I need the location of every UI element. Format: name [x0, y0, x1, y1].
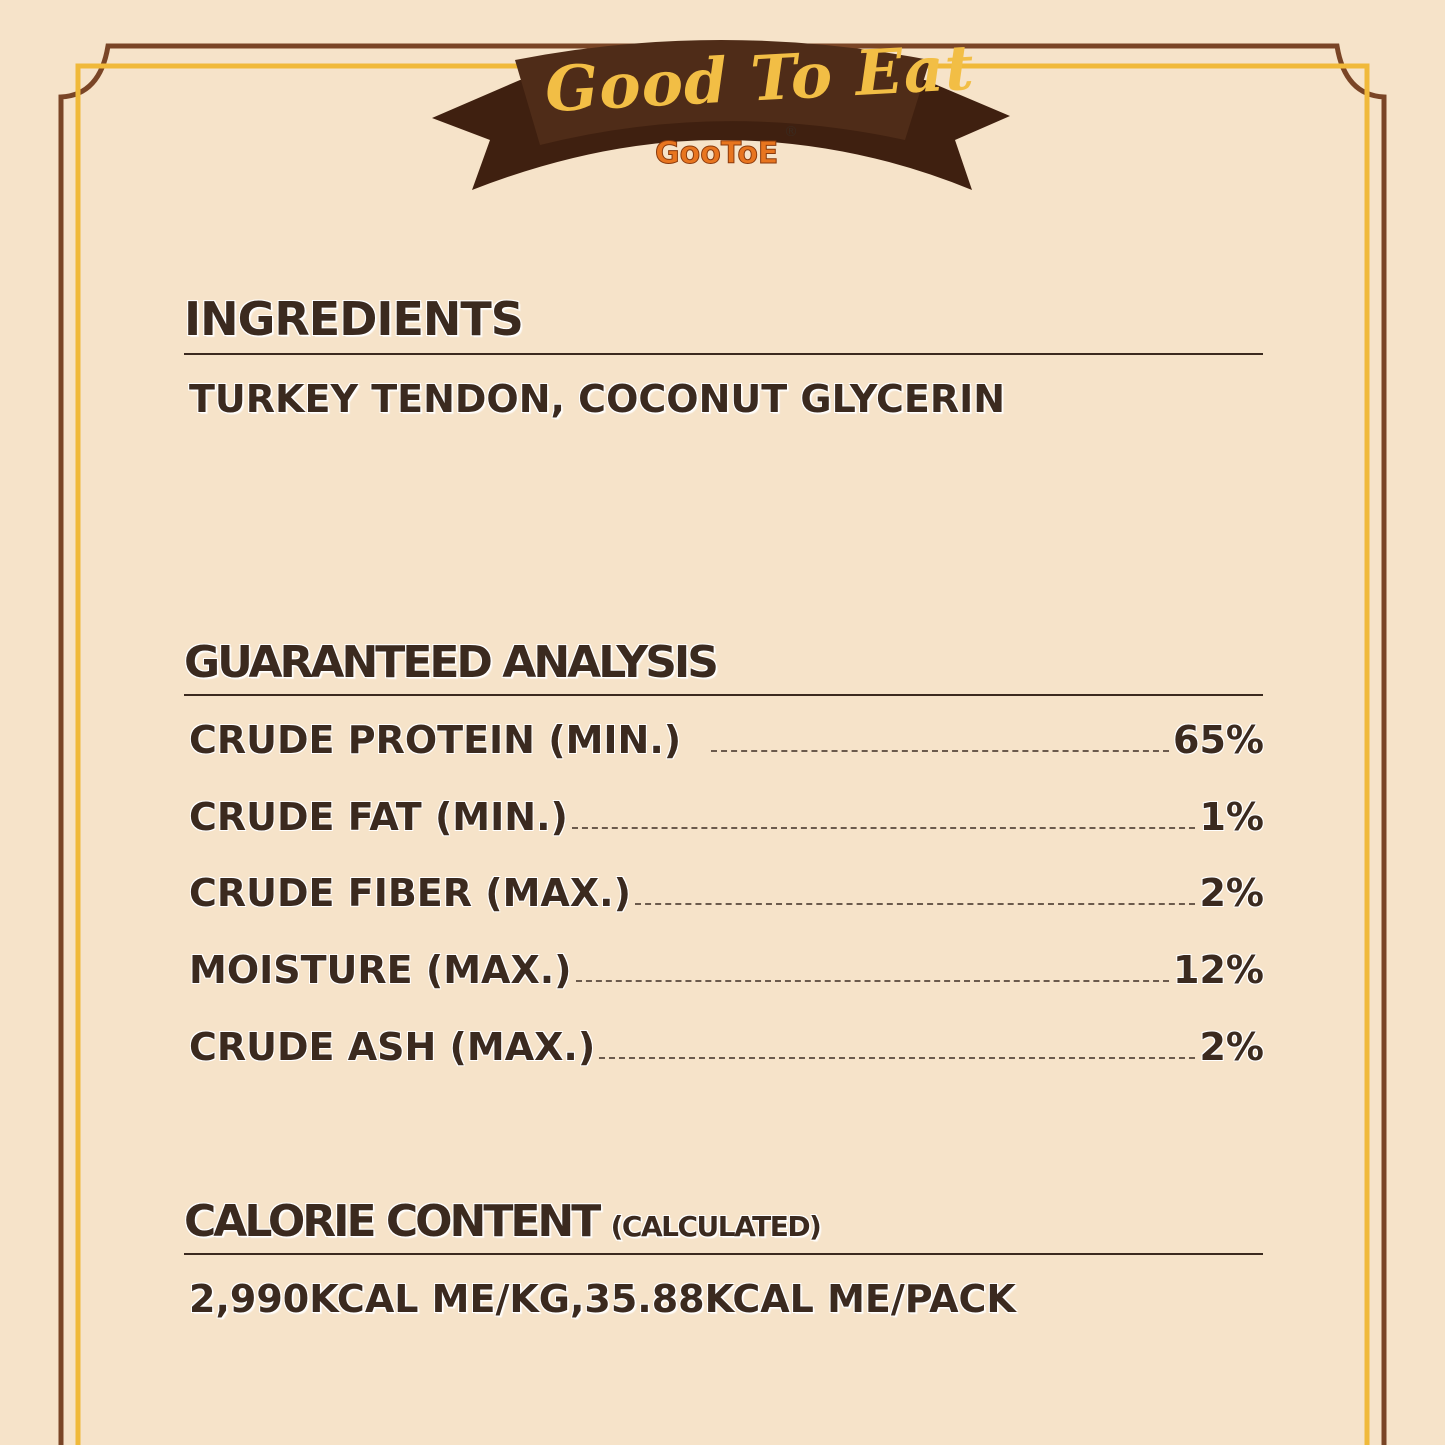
analysis-heading: GUARANTEED ANALYSIS — [184, 637, 719, 688]
row-value: 65% — [1173, 718, 1264, 762]
row-label: CRUDE FIBER (MAX.) — [189, 871, 631, 915]
calorie-text: 2,990KCAL ME/KG,35.88KCAL ME/PACK — [189, 1277, 1016, 1321]
divider — [184, 353, 1263, 355]
row-label: CRUDE ASH (MAX.) — [189, 1025, 596, 1069]
registered-mark: ® — [784, 124, 798, 140]
analysis-row: CRUDE ASH (MAX.) 2% — [189, 1025, 1264, 1069]
dotted-leader — [711, 750, 1170, 752]
analysis-row: CRUDE FIBER (MAX.) 2% — [189, 871, 1264, 915]
divider — [184, 1253, 1263, 1255]
ingredients-text: TURKEY TENDON, COCONUT GLYCERIN — [189, 377, 1006, 421]
row-label: CRUDE PROTEIN (MIN.) — [189, 718, 682, 762]
row-value: 12% — [1173, 948, 1264, 992]
divider — [184, 694, 1263, 696]
dotted-leader — [634, 903, 1196, 905]
analysis-row: MOISTURE (MAX.) 12% — [189, 948, 1264, 992]
analysis-row: CRUDE PROTEIN (MIN.) 65% — [189, 718, 1264, 762]
row-label: CRUDE FAT (MIN.) — [189, 795, 568, 839]
dotted-leader — [575, 980, 1170, 982]
dotted-leader — [599, 1057, 1196, 1059]
analysis-row: CRUDE FAT (MIN.) 1% — [189, 795, 1264, 839]
ribbon-banner — [432, 40, 1010, 190]
calorie-heading-text: CALORIE CONTENT — [184, 1196, 601, 1247]
brand-logo: GooToE — [654, 136, 779, 172]
row-value: 1% — [1199, 795, 1264, 839]
calorie-heading: CALORIE CONTENT (CALCULATED) — [184, 1196, 822, 1247]
row-label: MOISTURE (MAX.) — [189, 948, 572, 992]
dotted-leader — [571, 827, 1196, 829]
row-value: 2% — [1199, 871, 1264, 915]
calorie-subheading: (CALCULATED) — [610, 1210, 822, 1243]
row-value: 2% — [1199, 1025, 1264, 1069]
ingredients-heading: INGREDIENTS — [184, 292, 524, 346]
